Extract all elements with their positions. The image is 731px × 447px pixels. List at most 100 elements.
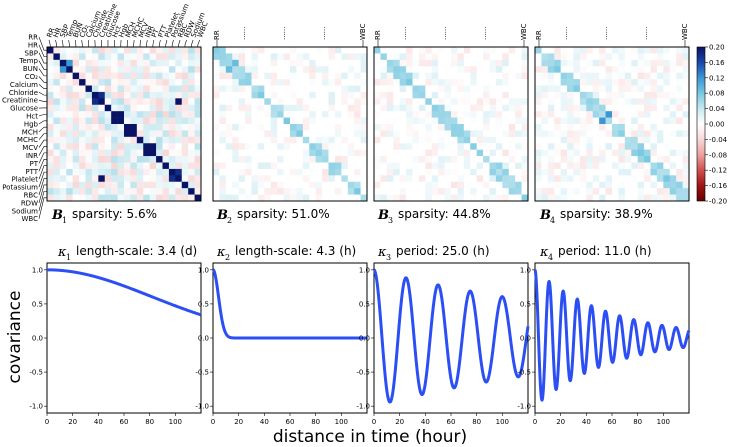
heatmap-cell [682, 91, 690, 99]
heatmap-cell [283, 117, 291, 125]
heatmap-cell [149, 117, 157, 125]
heatmap-cell [644, 168, 651, 176]
heatmap-cell [631, 181, 638, 189]
heatmap-cell [502, 104, 510, 112]
heatmap-cell [470, 168, 477, 176]
heatmap-cell [302, 104, 310, 112]
heatmap-cell [547, 47, 555, 54]
heatmap-cell [328, 85, 336, 93]
heatmap-cell [111, 149, 118, 157]
heatmap-cell [579, 59, 587, 67]
heatmap-cell [277, 59, 284, 67]
heatmap-cell [644, 98, 651, 106]
heatmap-cell [85, 156, 93, 163]
heatmap-cell [47, 130, 54, 138]
heatmap-cell [483, 143, 490, 150]
heatmap-cell [476, 79, 484, 86]
heatmap-cell [302, 72, 310, 80]
heatmap-cell [79, 168, 86, 176]
heatmap-frame [46, 46, 202, 202]
x-tick-label: 40 [421, 418, 430, 426]
heatmap-cell [663, 117, 671, 125]
heatmap-cell [457, 149, 465, 157]
heatmap-cell [168, 143, 176, 150]
heatmap-cell [322, 117, 329, 125]
heatmap-cell [380, 66, 388, 73]
heatmap-cell [650, 79, 658, 86]
heatmap-cell [53, 149, 61, 157]
heatmap-cell [495, 117, 503, 125]
heatmap-cell [322, 149, 329, 157]
heatmap-cell [111, 194, 118, 202]
heatmap-cell [309, 72, 316, 80]
heatmap-cell [425, 53, 433, 61]
heatmap-cell [296, 104, 304, 112]
row-label: RDW [21, 199, 38, 207]
heatmap-cell [502, 66, 510, 73]
heatmap-cell [386, 168, 394, 176]
heatmap-cell [567, 194, 574, 202]
heatmap-cell [644, 47, 651, 54]
heatmap-cell [612, 149, 619, 157]
heatmap-cell [374, 72, 381, 80]
heatmap-cell [682, 111, 690, 118]
heatmap-cell [502, 117, 510, 125]
heatmap-cell [489, 181, 497, 189]
heatmap-cell [618, 79, 626, 86]
heatmap-cell [418, 47, 426, 54]
heatmap-cell [181, 111, 189, 118]
heatmap-cell [431, 130, 439, 138]
heatmap-cell [59, 168, 67, 176]
heatmap-cell [162, 91, 170, 99]
heatmap-cell [66, 136, 73, 144]
heatmap-cell [328, 117, 336, 125]
heatmap-cell [181, 124, 189, 131]
heatmap-cell [181, 53, 189, 61]
heatmap-cell [130, 79, 138, 86]
heatmap-cell [104, 175, 112, 183]
heatmap-cell [592, 188, 600, 195]
heatmap-cell [296, 117, 304, 125]
heatmap-cell [238, 130, 246, 138]
heatmap-cell [483, 59, 490, 67]
heatmap-cell [412, 72, 420, 80]
heatmap-cell [502, 47, 510, 54]
heatmap-cell [676, 168, 683, 176]
heatmap-cell [605, 72, 613, 80]
heatmap-cell [682, 47, 690, 54]
heatmap-cell [53, 91, 61, 99]
heatmap-cell [98, 149, 106, 157]
heatmap-cell [322, 66, 329, 73]
heatmap-cell [219, 175, 227, 183]
heatmap-cell [508, 168, 516, 176]
heatmap-cell [194, 136, 202, 144]
caption-k1-text: length-scale: 3.4 (d) [76, 244, 197, 258]
heatmap-cell [264, 104, 272, 112]
heatmap-cell [270, 53, 278, 61]
heatmap-cell [476, 181, 484, 189]
heatmap-cell [618, 175, 626, 183]
heatmap-cell [374, 98, 381, 106]
heatmap-cell [302, 85, 310, 93]
heatmap-cell [431, 143, 439, 150]
heatmap-cell [79, 124, 86, 131]
heatmap-cell [663, 124, 671, 131]
heatmap-cell [66, 104, 73, 112]
heatmap-cell [599, 156, 606, 163]
heatmap-cell [341, 104, 349, 112]
heatmap-cell [143, 130, 150, 138]
heatmap-cell [175, 79, 183, 86]
heatmap-cell [219, 130, 227, 138]
heatmap-cell [425, 79, 433, 86]
heatmap-cell [393, 130, 400, 138]
heatmap-cell [586, 47, 594, 54]
heatmap-cell [669, 181, 677, 189]
row-label-leader [38, 76, 47, 83]
heatmap-cell [334, 168, 342, 176]
heatmap-cell [175, 59, 183, 67]
heatmap-cell [156, 149, 163, 157]
heatmap-cell [245, 130, 252, 138]
heatmap-cell [251, 111, 259, 118]
heatmap-cell [631, 194, 638, 202]
heatmap-cell [91, 162, 99, 170]
